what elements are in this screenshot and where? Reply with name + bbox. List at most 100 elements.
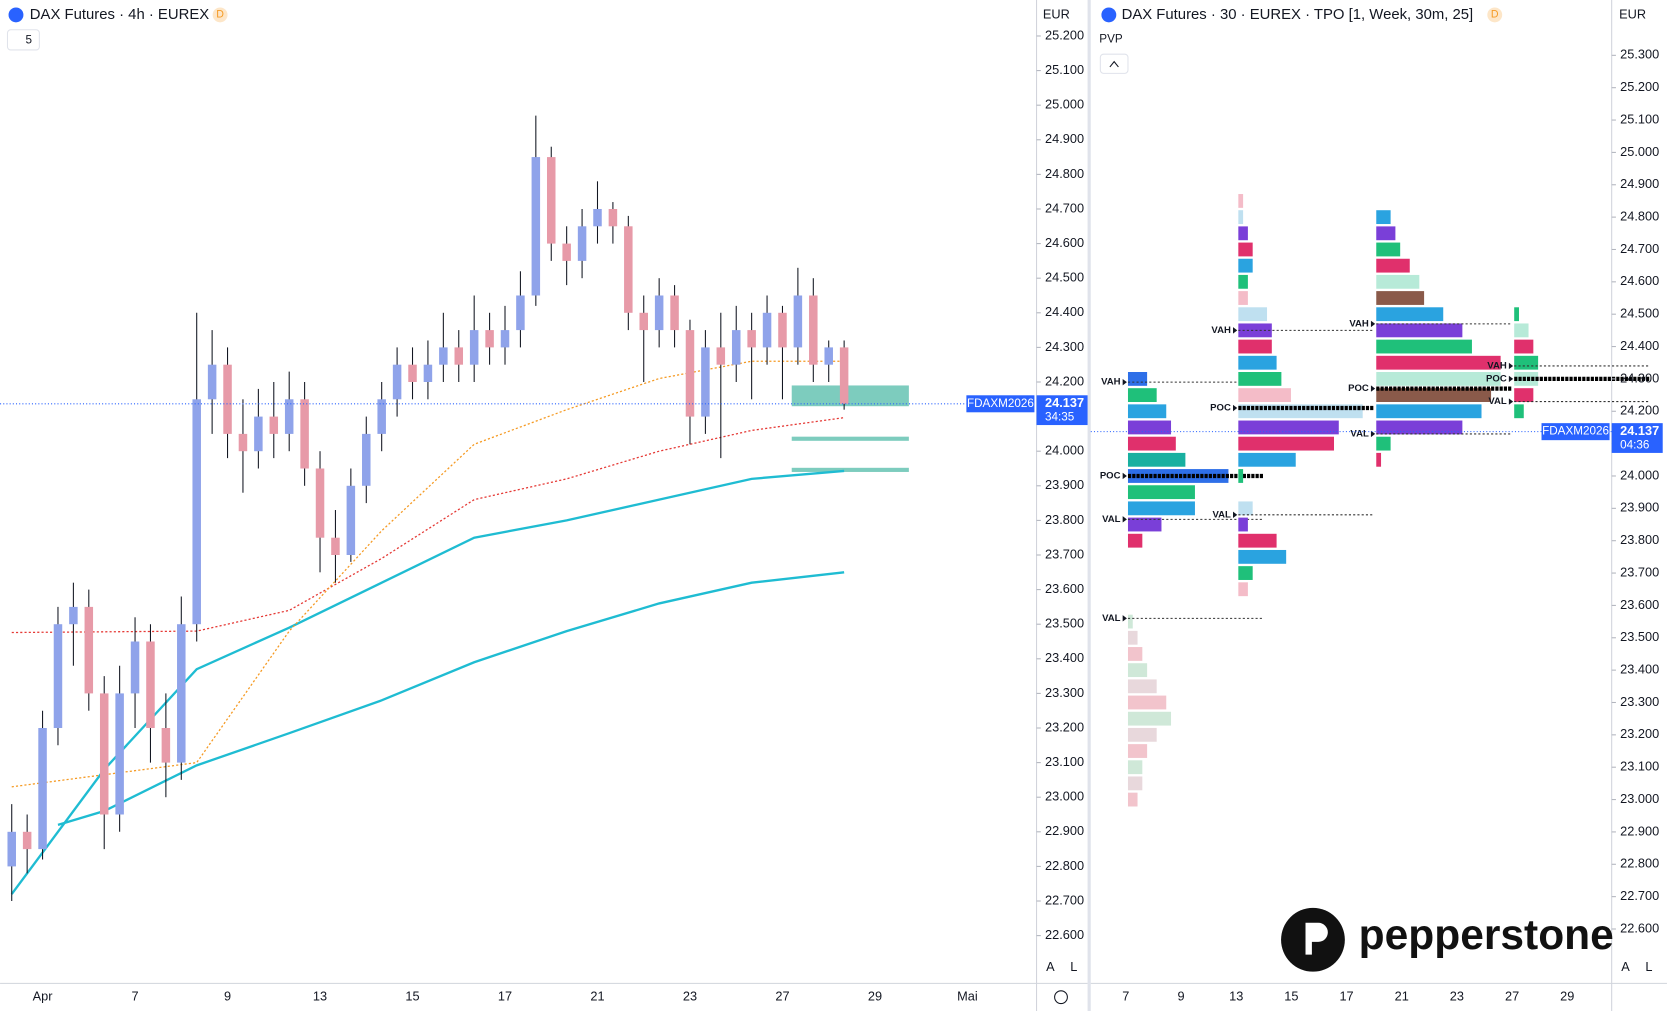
tpo-row: [1238, 323, 1272, 338]
tpo-row: [1127, 452, 1186, 467]
candle-body: [269, 416, 279, 434]
badge: D: [216, 9, 224, 21]
level-arrow: [1370, 320, 1376, 328]
candle-body: [500, 330, 510, 348]
y-tick-label: 24.700: [1620, 241, 1659, 256]
y-tick-label: 24.000: [1620, 467, 1659, 482]
level-arrow: [1233, 511, 1238, 519]
y-tick-label: 23.000: [1620, 791, 1659, 806]
x-tick-label: 9: [1177, 989, 1184, 1004]
tpo-row: [1127, 776, 1143, 791]
y-tick-label: 23.500: [1620, 629, 1659, 644]
candle-body: [793, 295, 803, 348]
x-tick-label: 9: [224, 989, 231, 1004]
tpo-row: [1376, 420, 1463, 435]
symbol-label: FDAXM2026: [1542, 425, 1609, 438]
tpo-row: [1376, 291, 1425, 305]
candle-body: [762, 312, 772, 348]
indicator-name: PVP: [1099, 32, 1123, 45]
symbol-box: [1541, 423, 1610, 441]
candle-body: [577, 226, 587, 261]
x-tick-label: 29: [1560, 989, 1574, 1004]
y-tick-label: 25.000: [1620, 144, 1659, 159]
candle-body: [809, 295, 818, 365]
tpo-row: [1514, 307, 1519, 322]
level-label: VAH: [1349, 318, 1369, 329]
y-tick-label: 22.800: [1620, 856, 1659, 871]
candle-body: [53, 624, 63, 729]
scale-button[interactable]: A: [1621, 959, 1630, 974]
x-tick-label: 7: [1122, 989, 1129, 1004]
candle-body: [38, 728, 47, 850]
collapse-button[interactable]: [1099, 53, 1129, 74]
x-tick-label: 13: [1229, 989, 1243, 1004]
candle-body: [731, 330, 741, 365]
level-label: VAL: [1488, 396, 1507, 407]
y-tick-label: 24.500: [1045, 270, 1084, 285]
candle-body: [469, 330, 479, 365]
y-tick-label: 25.000: [1045, 97, 1084, 112]
tpo-row: [1127, 727, 1157, 742]
x-tick-label: Mai: [957, 989, 978, 1004]
tpo-row: [1514, 404, 1524, 419]
scale-button[interactable]: A: [1046, 959, 1055, 974]
right-currency[interactable]: EUR: [1619, 6, 1646, 21]
y-tick-label: 24.400: [1620, 338, 1659, 353]
candle-body: [778, 312, 787, 348]
tpo-row: [1238, 307, 1268, 322]
candle-body: [546, 157, 556, 244]
tpo-row: [1238, 291, 1248, 305]
symbol-icon: [8, 7, 24, 23]
tpo-row: [1238, 210, 1244, 225]
candle-body: [439, 347, 448, 365]
y-tick-label: 23.600: [1045, 581, 1084, 596]
level-label: VAL: [1102, 514, 1121, 525]
tpo-row: [1127, 647, 1143, 661]
scale-button[interactable]: L: [1645, 959, 1652, 974]
level-label: VAL: [1350, 428, 1369, 439]
tpo-row: [1238, 194, 1244, 208]
y-tick-label: 23.300: [1620, 694, 1659, 709]
y-tick-label: 24.300: [1620, 370, 1659, 385]
interval-control[interactable]: [6, 29, 40, 51]
tpo-row: [1127, 404, 1167, 419]
y-tick-label: 23.000: [1045, 789, 1084, 804]
level-label: POC: [1486, 373, 1507, 384]
y-tick-label: 24.000: [1045, 443, 1084, 458]
tpo-row: [1127, 695, 1167, 710]
candle-body: [516, 295, 525, 331]
candle-body: [7, 831, 16, 867]
collapse-icon: [1109, 60, 1119, 68]
tpo-row: [1376, 307, 1444, 322]
y-tick-label: 22.900: [1045, 823, 1084, 838]
tpo-row: [1127, 679, 1157, 694]
scale-button[interactable]: L: [1070, 959, 1077, 974]
y-tick-label: 22.900: [1620, 823, 1659, 838]
candle-body: [701, 347, 710, 417]
tpo-profile: [1238, 194, 1363, 597]
badge-bg: [1487, 7, 1503, 23]
y-tick-label: 22.700: [1620, 888, 1659, 903]
tpo-profile: [1127, 372, 1229, 548]
level-label: POC: [1348, 383, 1369, 394]
y-tick-label: 23.100: [1620, 759, 1659, 774]
tpo-row: [1127, 436, 1176, 451]
left-currency[interactable]: EUR: [1043, 6, 1070, 21]
tpo-profile: [1127, 614, 1172, 807]
level-arrow: [1122, 378, 1127, 386]
level-arrow: [1122, 615, 1127, 622]
candle-body: [531, 157, 541, 296]
tpo-row: [1127, 485, 1195, 500]
tpo-row: [1238, 242, 1253, 257]
settings-icon[interactable]: [1054, 990, 1068, 1005]
x-tick-label: 15: [1284, 989, 1298, 1004]
y-tick-label: 25.200: [1045, 27, 1084, 42]
tpo-row: [1127, 469, 1229, 483]
y-tick-label: 23.800: [1045, 512, 1084, 527]
x-tick-label: 15: [405, 989, 419, 1004]
y-tick-label: 25.100: [1045, 62, 1084, 77]
candle-body: [624, 226, 633, 313]
y-tick-label: 23.700: [1045, 546, 1084, 561]
candle-body: [562, 243, 571, 261]
